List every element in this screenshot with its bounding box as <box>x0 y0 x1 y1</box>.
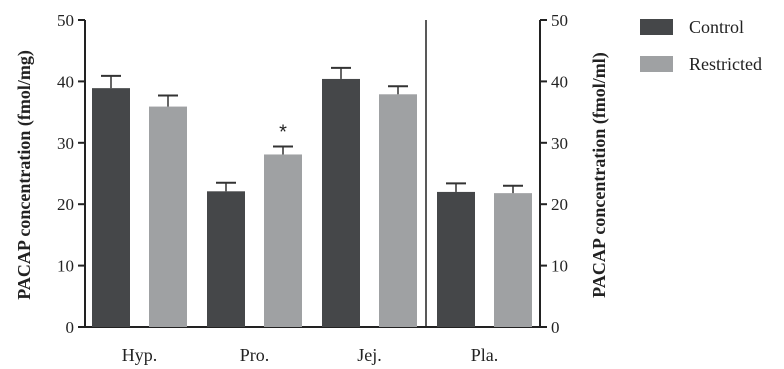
left-y-tick-label: 40 <box>57 72 74 91</box>
right-y-tick-label: 40 <box>551 72 568 91</box>
bar-restricted-2 <box>379 94 417 327</box>
right-y-tick-label: 20 <box>551 195 568 214</box>
legend-label-restricted: Restricted <box>689 54 762 74</box>
bar-restricted-0 <box>149 106 187 327</box>
legend: Control Restricted <box>640 17 762 74</box>
right-y-tick-label: 30 <box>551 134 568 153</box>
legend-swatch-restricted <box>640 56 673 72</box>
left-y-tick-label: 20 <box>57 195 74 214</box>
left-y-axis-title: PACAP concentration (fmol/mg) <box>14 50 35 300</box>
left-y-tick-label: 10 <box>57 257 74 276</box>
bar-control-0 <box>92 88 130 328</box>
significance-asterisk: * <box>279 121 287 143</box>
right-y-tick-label: 10 <box>551 257 568 276</box>
category-label: Hyp. <box>122 345 158 365</box>
category-label: Jej. <box>357 345 382 365</box>
category-labels: Hyp. Pro. Jej. Pla. <box>122 345 499 365</box>
bar-marks: * <box>92 66 532 328</box>
left-y-tick-label: 0 <box>66 318 75 337</box>
right-y-ticks: 0 10 20 30 40 50 <box>540 11 568 337</box>
bar-control-3 <box>437 191 475 327</box>
left-y-tick-label: 50 <box>57 11 74 30</box>
bar-control-1 <box>207 191 245 327</box>
right-y-tick-label: 50 <box>551 11 568 30</box>
left-y-ticks: 0 10 20 30 40 50 <box>57 11 85 337</box>
right-y-tick-label: 0 <box>551 318 560 337</box>
legend-label-control: Control <box>689 17 744 37</box>
right-y-axis-title: PACAP concentration (fmol/ml) <box>589 52 610 298</box>
bar-restricted-3 <box>494 193 532 327</box>
bar-control-2 <box>322 78 360 327</box>
bar-restricted-1 <box>264 154 302 327</box>
left-y-tick-label: 30 <box>57 134 74 153</box>
category-label: Pla. <box>471 345 499 365</box>
legend-swatch-control <box>640 19 673 35</box>
category-label: Pro. <box>240 345 270 365</box>
